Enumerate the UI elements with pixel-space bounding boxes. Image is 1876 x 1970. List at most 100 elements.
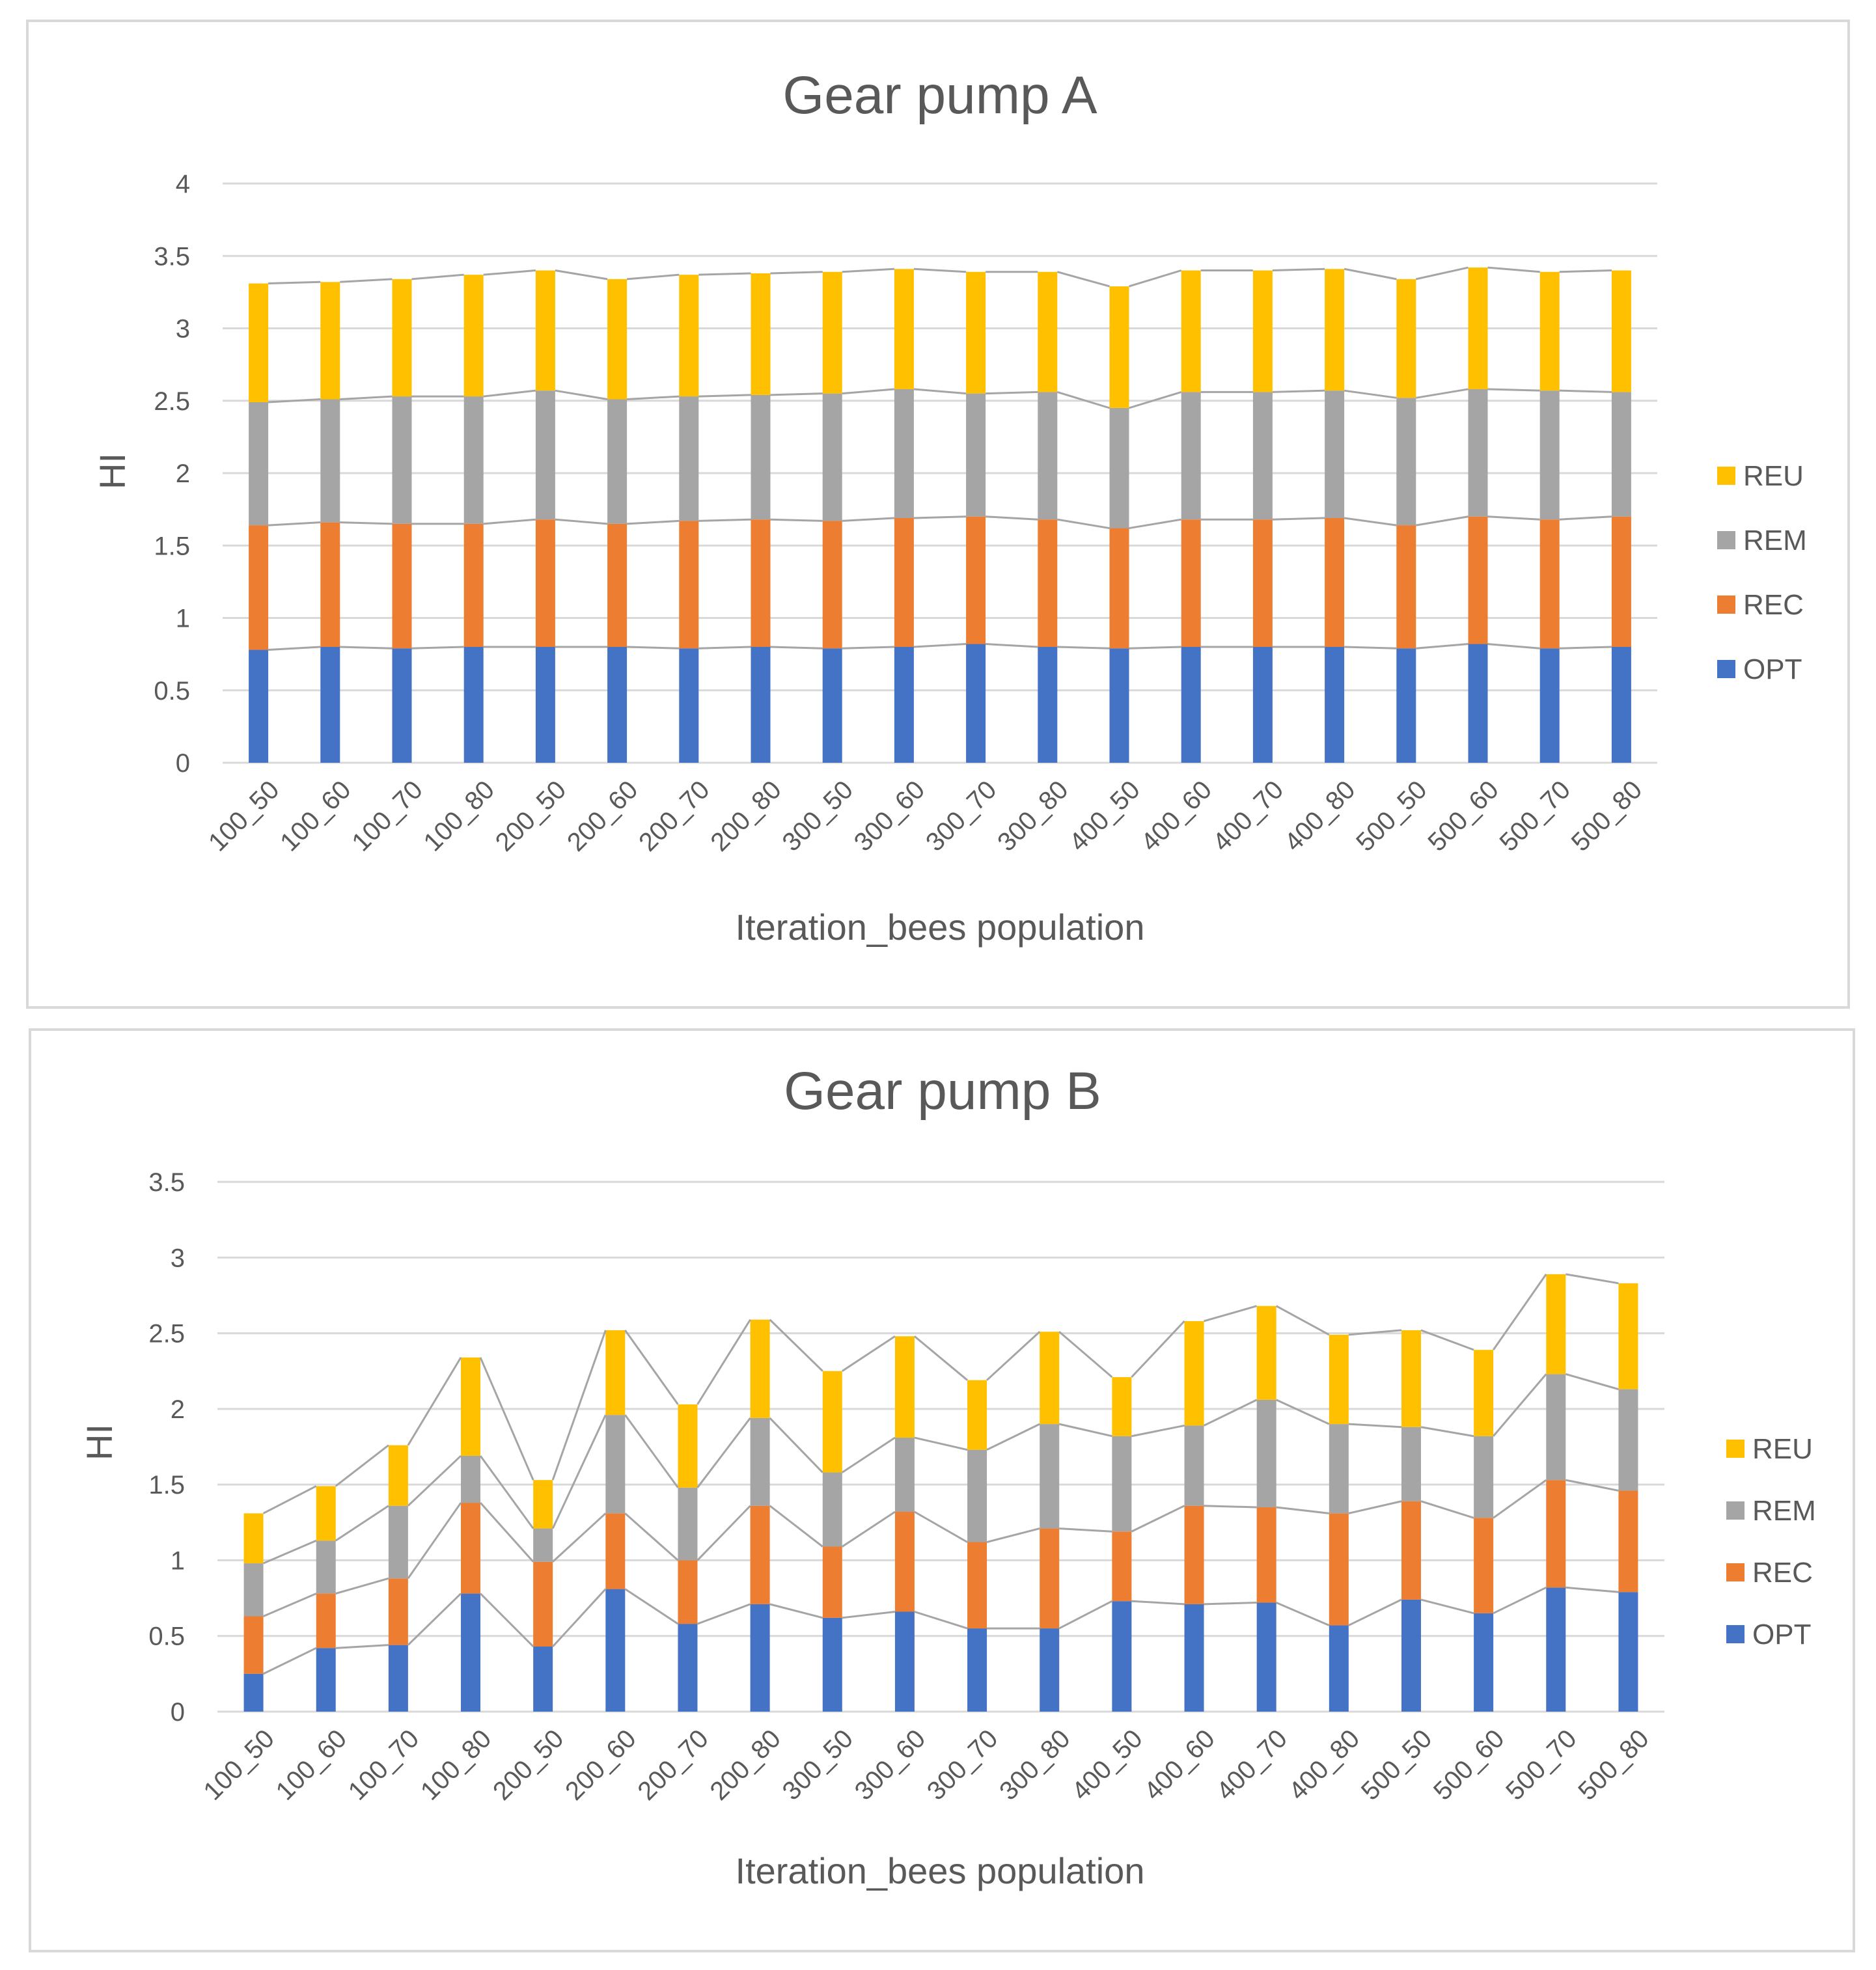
series-line-opt <box>842 1611 896 1619</box>
series-line-opt <box>1131 1600 1185 1606</box>
series-line-reu <box>479 1357 534 1481</box>
bar-segment-rem <box>967 1449 987 1542</box>
bar-segment-rec <box>316 1593 336 1649</box>
y-axis-title: HI <box>79 1424 120 1460</box>
series-line-rec <box>1344 517 1397 527</box>
chart-panel-gear-pump-b: Gear pump B 0 0.5 1 1.5 2 2.5 3 3.5 100_50 100_60 1… <box>29 1028 1855 1952</box>
series-line-rec <box>914 1511 968 1543</box>
bar-segment-rec <box>1546 1480 1566 1588</box>
x-tick-label: 200_80 <box>704 1724 786 1806</box>
bar-segment-rem <box>1040 1424 1060 1529</box>
bar-segment-opt <box>1040 1628 1060 1712</box>
bar-segment-reu <box>535 270 555 391</box>
series-line-rec <box>1493 1479 1547 1519</box>
series-line-opt <box>335 1644 389 1649</box>
x-tick-label: 400_60 <box>1136 775 1218 857</box>
bar-segment-opt <box>1252 647 1273 763</box>
series-line-rem <box>1348 1423 1402 1429</box>
bar-segment-reu <box>751 273 771 395</box>
series-line-rem <box>842 388 895 395</box>
bar-segment-rem <box>822 393 842 521</box>
bar-segment-rem <box>750 1417 770 1506</box>
x-tick-label: 100_80 <box>419 775 501 857</box>
x-tick-label: 300_80 <box>992 775 1074 857</box>
series-line-reu <box>1204 1305 1258 1322</box>
bar-segment-opt <box>1112 1601 1132 1712</box>
bar-segment-rem <box>1539 390 1560 520</box>
series-line-rec <box>1559 515 1612 521</box>
bar-segment-reu <box>1040 1332 1060 1425</box>
series-line-reu <box>913 267 967 273</box>
series-line-rem <box>1492 1373 1547 1437</box>
bar-segment-rem <box>1329 1424 1349 1514</box>
x-tick-label: 400_70 <box>1211 1724 1293 1806</box>
series-line-rem <box>698 394 751 398</box>
series-line-reu <box>1344 267 1397 280</box>
bar-segment-rec <box>1040 1528 1060 1629</box>
bar-segment-rem <box>1325 390 1345 518</box>
bar-segment-opt <box>605 1589 626 1712</box>
series-line-reu <box>1131 1320 1185 1378</box>
bar-segment-reu <box>1468 267 1488 389</box>
bar-segment-rem <box>1109 407 1129 528</box>
bar-segment-reu <box>1539 271 1560 391</box>
x-tick-label: 100_70 <box>346 775 428 857</box>
legend-swatch-opt <box>1717 660 1735 678</box>
bar-segment-reu <box>1329 1334 1349 1425</box>
series-line-opt <box>769 1603 823 1619</box>
series-line-rec <box>624 1512 679 1561</box>
bar-segment-reu <box>1038 271 1058 392</box>
x-tick-label: 100_80 <box>415 1724 497 1806</box>
bar-segment-opt <box>1618 1592 1638 1712</box>
bar-segment-reu <box>750 1319 770 1418</box>
x-tick-label: 400_50 <box>1066 1724 1148 1806</box>
y-tick-label: 3 <box>176 315 190 344</box>
series-line-opt <box>627 646 680 650</box>
y-tick-label: 3.5 <box>154 242 190 271</box>
series-line-rem <box>1420 1426 1474 1438</box>
series-line-rem <box>913 388 967 395</box>
bar-segment-rem <box>1256 1399 1276 1508</box>
bar-segment-reu <box>392 279 412 397</box>
bar-segment-opt <box>1546 1587 1566 1712</box>
bar-segment-rem <box>461 1455 481 1503</box>
bar-segment-opt <box>1329 1625 1349 1712</box>
x-tick-label: 200_50 <box>490 775 572 857</box>
series-line-reu <box>624 1330 679 1405</box>
bar-segment-reu <box>320 282 340 400</box>
bar-segment-reu <box>463 275 484 397</box>
bar-segment-rec <box>751 519 771 647</box>
series-line-rec <box>986 1527 1040 1543</box>
chart-title: Gear pump B <box>784 1061 1101 1121</box>
series-line-rem <box>986 390 1038 395</box>
x-tick-label: 200_80 <box>705 775 787 857</box>
bar-segment-rec <box>463 523 484 647</box>
x-tick-label: 400_50 <box>1064 775 1146 857</box>
bar-segment-rem <box>1618 1389 1638 1491</box>
bar-segment-reu <box>822 1371 842 1473</box>
bar-segment-rem <box>966 393 986 517</box>
x-tick-label: 100_50 <box>198 1724 280 1806</box>
bar-segment-opt <box>535 647 555 763</box>
series-line-rec <box>268 521 321 527</box>
series-line-opt <box>262 1647 317 1675</box>
series-line-reu <box>1420 1329 1474 1351</box>
bar-segment-opt <box>249 650 269 763</box>
bar-segment-opt <box>607 647 628 763</box>
series-line-opt <box>1204 1602 1257 1606</box>
bar-segment-rec <box>894 517 914 647</box>
series-line-rec <box>479 1502 534 1563</box>
series-line-rec <box>913 515 967 519</box>
x-tick-label: 500_60 <box>1422 775 1504 857</box>
bar-segment-rem <box>1546 1374 1566 1481</box>
series-line-reu <box>411 273 464 280</box>
series-line-reu <box>551 1330 607 1481</box>
series-line-rec <box>770 518 823 522</box>
series-line-rem <box>268 398 321 404</box>
series-line-rec <box>1131 1505 1185 1533</box>
legend-swatch-opt <box>1726 1625 1745 1643</box>
series-line-reu <box>770 271 823 275</box>
bar-segment-opt <box>822 1617 842 1712</box>
series-line-rem <box>914 1436 968 1451</box>
series-line-reu <box>407 1357 462 1446</box>
